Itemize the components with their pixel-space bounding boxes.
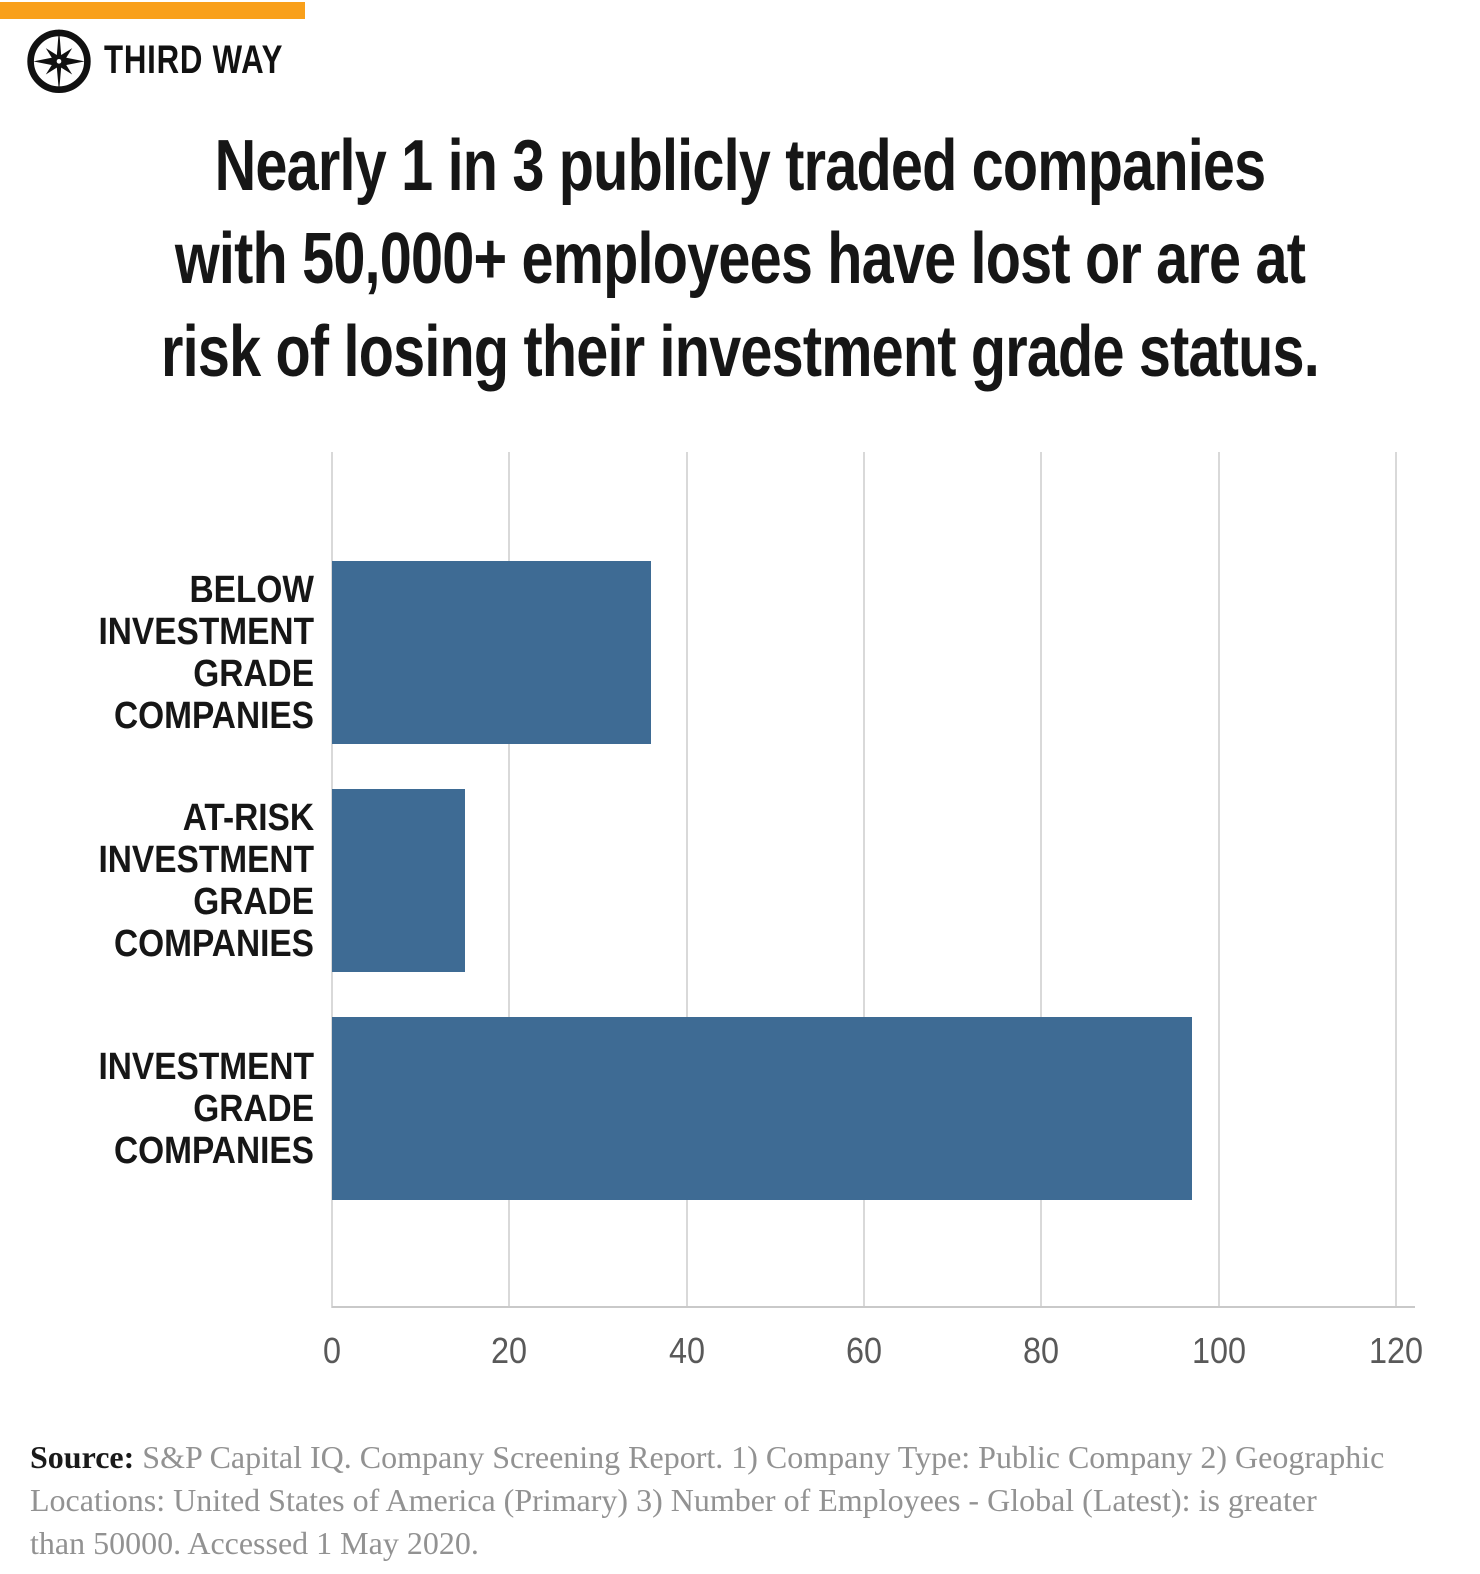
bar-at-risk-investment-grade [332, 789, 465, 972]
category-label-at-risk-investment-grade: AT-RISK INVESTMENT GRADE COMPANIES [98, 796, 314, 965]
gridline [508, 452, 511, 1308]
source-note: Source: S&P Capital IQ. Company Screenin… [30, 1436, 1460, 1565]
bar-row-below-investment-grade: BELOW INVESTMENT GRADE COMPANIES [0, 561, 1480, 744]
x-tick-label: 0 [322, 1330, 342, 1371]
source-text: S&P Capital IQ. Company Screening Report… [30, 1439, 1385, 1561]
third-way-logo: THIRD WAY [26, 26, 334, 94]
source-label: Source: [30, 1439, 135, 1475]
x-tick-label: 100 [1191, 1330, 1246, 1371]
accent-bar [0, 2, 305, 19]
bar-investment-grade [332, 1017, 1192, 1200]
x-tick-label: 20 [491, 1330, 528, 1371]
compass-star-icon [27, 28, 91, 93]
bar-below-investment-grade [332, 561, 651, 744]
gridline [863, 452, 865, 1308]
x-tick-label: 120 [1368, 1330, 1424, 1371]
gridline [685, 452, 688, 1308]
bar-row-at-risk-investment-grade: AT-RISK INVESTMENT GRADE COMPANIES [0, 789, 1480, 972]
category-label-investment-grade: INVESTMENT GRADE COMPANIES [98, 1045, 314, 1172]
logo-wordmark: THIRD WAY [104, 37, 284, 82]
x-axis: 0 20 40 60 80 100 120 [323, 1330, 1423, 1374]
chart-title: Nearly 1 in 3 publicly traded companies … [161, 126, 1320, 392]
gridline [1040, 452, 1043, 1308]
x-tick-label: 60 [845, 1330, 883, 1371]
gridline [1395, 452, 1397, 1308]
category-label-below-investment-grade: BELOW INVESTMENT GRADE COMPANIES [98, 568, 314, 737]
bar-row-investment-grade: INVESTMENT GRADE COMPANIES [0, 1017, 1480, 1200]
gridline [1217, 452, 1220, 1308]
x-tick-label: 80 [1023, 1330, 1060, 1371]
x-tick-label: 40 [668, 1330, 705, 1371]
x-axis-line [332, 1306, 1415, 1308]
